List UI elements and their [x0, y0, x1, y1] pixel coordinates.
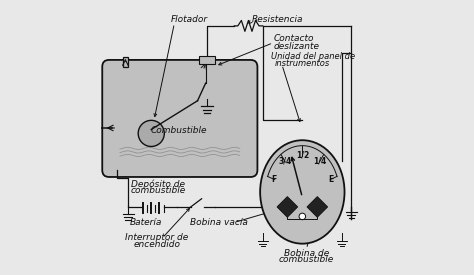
Bar	[199, 56, 215, 64]
Text: instrumentos: instrumentos	[274, 59, 329, 68]
Text: combustible: combustible	[130, 186, 186, 195]
Text: encendido: encendido	[133, 240, 180, 249]
Text: Contacto: Contacto	[274, 34, 314, 43]
Text: deslizante: deslizante	[274, 42, 320, 51]
Text: combustible: combustible	[279, 255, 334, 265]
Circle shape	[299, 213, 306, 220]
Text: Flotador: Flotador	[170, 15, 208, 24]
Text: 1/2: 1/2	[296, 150, 309, 159]
Text: Bobina de: Bobina de	[284, 249, 329, 258]
FancyBboxPatch shape	[102, 60, 257, 177]
Circle shape	[138, 120, 164, 147]
Text: Bobina vacía: Bobina vacía	[191, 218, 248, 227]
Polygon shape	[277, 197, 298, 217]
Text: Depósito de: Depósito de	[131, 179, 185, 189]
Text: Combustible: Combustible	[150, 126, 207, 135]
Ellipse shape	[260, 140, 345, 244]
Text: 1/4: 1/4	[313, 157, 327, 166]
Text: Unidad del panel de: Unidad del panel de	[271, 52, 355, 61]
Text: Interruptor de: Interruptor de	[125, 233, 188, 242]
Polygon shape	[307, 197, 328, 217]
Text: E: E	[328, 175, 334, 184]
Text: F: F	[271, 175, 276, 184]
Bar	[123, 57, 128, 67]
Text: 3/4: 3/4	[278, 157, 292, 166]
Text: Batería: Batería	[129, 218, 162, 227]
Text: Resistencia: Resistencia	[252, 15, 303, 24]
